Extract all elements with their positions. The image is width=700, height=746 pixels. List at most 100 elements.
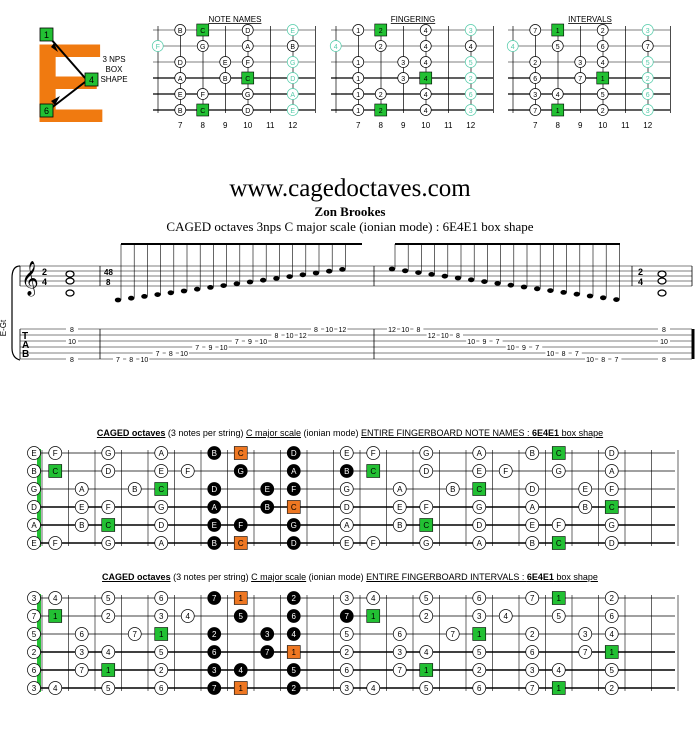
note-label: 3 [583,630,588,639]
fret-number: 9 [578,121,583,130]
fret-number: 11 [621,121,630,130]
note-marker [464,88,477,100]
note-label: 2 [601,28,605,35]
note-marker [27,482,41,496]
note-marker [525,627,540,641]
note-label: A [344,521,350,530]
note-marker [286,609,301,623]
note-label: 1 [53,612,58,621]
note-label: E [178,92,183,99]
note-label: F [503,467,508,476]
note-marker [219,72,232,84]
scale-note [194,286,201,292]
tab-fret: 8 [562,351,566,358]
note-marker [604,536,619,550]
note-marker [596,104,609,116]
fret-number: 7 [178,121,183,130]
tab-gap [205,343,216,351]
note-label: 3 [646,28,650,35]
note-marker [233,518,248,532]
note-label: B [530,449,535,458]
note-marker [498,464,513,478]
note-label: 5 [601,92,605,99]
note-marker [604,446,619,460]
note-marker [419,104,432,116]
site-url[interactable]: www.cagedoctaves.com [229,175,471,202]
note-label: 2 [212,630,217,639]
note-marker [151,40,164,52]
note-marker [551,663,566,677]
tab-gap [113,355,123,363]
note-marker [551,464,566,478]
note-marker [286,663,301,677]
note-marker [525,518,540,532]
note-label: 4 [424,648,429,657]
tab-gap [258,337,269,345]
box-diagram-title: FINGERING [391,15,435,24]
fret-number: 12 [643,121,652,130]
note-marker [101,464,116,478]
box-diagram-title: INTERVALS [568,15,612,24]
note-marker [286,446,301,460]
note-marker [174,24,187,36]
note-marker [498,609,513,623]
note-marker [419,88,432,100]
note-label: A [212,503,218,512]
note-label: F [106,503,111,512]
note-marker [374,40,387,52]
caged-logo: E 1 4 6 3 NPS BOX SHAPE [32,21,128,130]
note-marker [366,536,381,550]
note-label: 4 [53,684,58,693]
note-label: 1 [556,28,560,35]
note-marker [127,627,142,641]
tab-fret: 7 [156,351,160,358]
note-label: D [31,503,37,512]
note-label: 5 [646,60,650,67]
note-marker [74,500,89,514]
tab-fret: 8 [314,327,318,334]
note-label: A [79,485,85,494]
scale-note [273,276,280,281]
note-label: 7 [530,594,535,603]
note-marker [529,72,542,84]
note-label: A [397,485,403,494]
note-marker [219,56,232,68]
note-marker [101,536,116,550]
note-label: 5 [610,666,615,675]
tab-gap [585,355,595,363]
note-marker [27,446,41,460]
note-label: 5 [106,594,111,603]
tab-gap [271,331,282,339]
note-label: 4 [424,60,428,67]
note-marker [574,56,587,68]
note-label: 3 [265,630,270,639]
note-marker [241,104,254,116]
note-label: E [344,449,349,458]
note-label: 4 [424,76,428,83]
scale-note [613,297,620,302]
note-marker [207,446,222,460]
note-marker [374,88,387,100]
note-marker [472,663,487,677]
note-marker [154,591,169,605]
nut [37,449,41,547]
time-signature: 2 [42,267,47,277]
root-marker [286,645,301,659]
fret-number: 10 [598,121,607,130]
note-label: B [132,485,137,494]
note-marker [419,681,434,695]
tab-fret: 10 [141,357,149,364]
note-label: C [200,28,205,35]
note-label: 7 [646,44,650,51]
note-label: F [238,521,243,530]
note-label: 3 [477,612,482,621]
note-label: 6 [477,594,482,603]
scale-note [428,272,435,277]
note-marker [74,663,89,677]
note-marker [339,627,354,641]
note-label: E [212,521,217,530]
note-marker [525,663,540,677]
scale-note [326,268,333,274]
note-marker [339,482,354,496]
